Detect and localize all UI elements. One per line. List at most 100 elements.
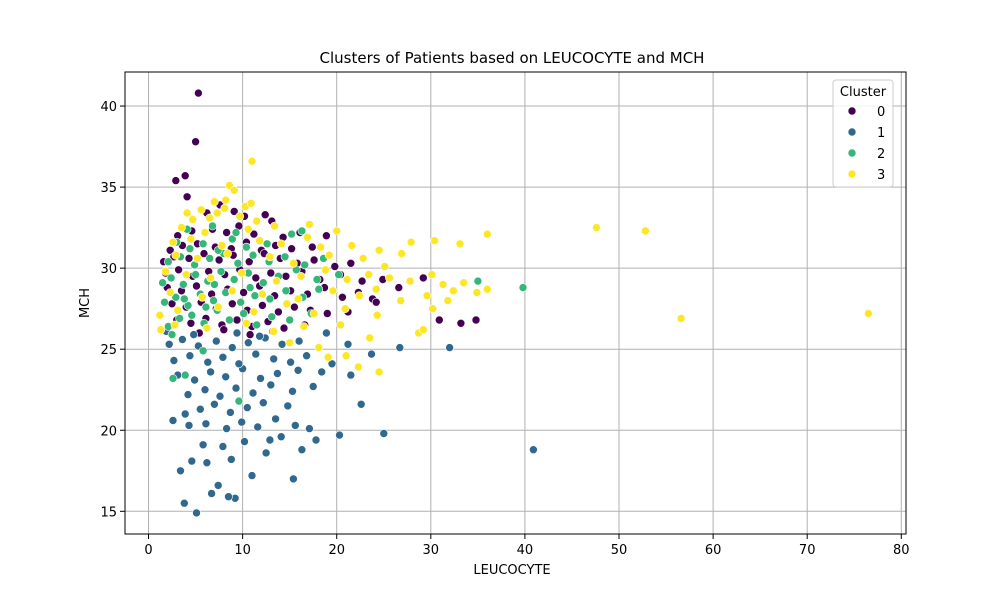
- data-point: [229, 186, 239, 195]
- data-point: [322, 309, 332, 318]
- data-point: [250, 291, 260, 301]
- data-point: [228, 234, 237, 244]
- data-point: [379, 429, 389, 438]
- data-point: [285, 315, 295, 325]
- data-point: [222, 228, 231, 237]
- data-point: [374, 367, 384, 377]
- data-point: [224, 492, 233, 502]
- data-point: [183, 390, 193, 399]
- data-point: [237, 417, 246, 427]
- data-point: [218, 352, 228, 362]
- data-point: [297, 226, 307, 236]
- data-point: [311, 435, 321, 445]
- data-point: [280, 252, 290, 262]
- data-point: [220, 203, 229, 213]
- data-point: [258, 278, 268, 288]
- data-point: [164, 339, 174, 349]
- data-point: [289, 258, 298, 268]
- x-tick-label: 80: [893, 543, 910, 558]
- data-point: [225, 315, 234, 325]
- data-point: [327, 359, 337, 369]
- data-point: [205, 213, 214, 223]
- data-point: [191, 270, 200, 279]
- data-point: [418, 325, 428, 335]
- data-point: [258, 289, 267, 299]
- data-point: [158, 278, 167, 288]
- y-axis-label: MCH: [78, 288, 93, 318]
- data-point: [232, 328, 242, 338]
- data-point: [181, 270, 191, 279]
- data-point: [161, 267, 170, 276]
- data-point: [236, 297, 245, 307]
- data-point: [165, 288, 175, 297]
- data-point: [364, 270, 374, 279]
- data-point: [207, 489, 216, 498]
- data-point: [239, 288, 248, 297]
- data-point: [227, 455, 236, 464]
- data-point: [221, 372, 230, 382]
- data-point: [235, 212, 245, 221]
- data-point: [239, 309, 248, 318]
- data-point: [472, 288, 482, 297]
- data-point: [180, 171, 190, 180]
- data-point: [365, 333, 375, 343]
- data-point: [194, 88, 203, 98]
- series-2: [158, 221, 528, 406]
- data-point: [212, 208, 222, 218]
- data-point: [305, 220, 314, 229]
- data-point: [455, 239, 465, 249]
- data-point: [182, 192, 192, 202]
- data-point: [164, 257, 173, 267]
- data-point: [274, 307, 283, 317]
- data-point: [260, 210, 270, 219]
- series-3: [155, 156, 873, 377]
- data-point: [405, 276, 415, 286]
- data-point: [428, 304, 438, 314]
- data-point: [255, 236, 264, 245]
- data-point: [371, 297, 381, 307]
- data-point: [156, 325, 166, 335]
- data-point: [253, 422, 263, 432]
- data-point: [201, 302, 211, 312]
- data-point: [258, 398, 268, 408]
- data-point: [314, 343, 324, 352]
- data-point: [309, 255, 319, 265]
- data-point: [330, 262, 340, 271]
- data-point: [276, 432, 286, 442]
- x-tick-label: 60: [705, 543, 722, 558]
- data-point: [323, 352, 333, 362]
- data-point: [223, 249, 232, 258]
- data-point: [271, 414, 280, 424]
- data-point: [276, 239, 286, 249]
- data-point: [192, 508, 201, 518]
- data-point: [180, 409, 190, 419]
- data-point: [166, 273, 176, 283]
- data-point: [229, 275, 239, 284]
- data-point: [174, 265, 183, 275]
- data-point: [266, 380, 276, 390]
- data-point: [434, 315, 444, 325]
- data-point: [229, 207, 239, 216]
- data-point: [217, 241, 227, 250]
- data-point: [183, 301, 193, 310]
- data-point: [335, 430, 344, 440]
- y-tick-label: 20: [100, 424, 117, 439]
- data-point: [473, 276, 483, 286]
- data-point: [231, 228, 241, 237]
- data-point: [206, 273, 215, 283]
- data-point: [176, 466, 185, 476]
- data-point: [354, 362, 363, 372]
- data-point: [196, 205, 206, 215]
- data-point: [307, 242, 317, 252]
- data-point: [438, 280, 448, 289]
- data-point: [245, 283, 255, 292]
- data-point: [338, 292, 347, 302]
- data-point: [242, 242, 251, 252]
- data-point: [192, 281, 201, 291]
- data-point: [184, 421, 194, 430]
- legend-label: 0: [877, 105, 885, 120]
- data-point: [186, 318, 196, 328]
- data-point: [443, 296, 453, 305]
- data-point: [346, 258, 356, 268]
